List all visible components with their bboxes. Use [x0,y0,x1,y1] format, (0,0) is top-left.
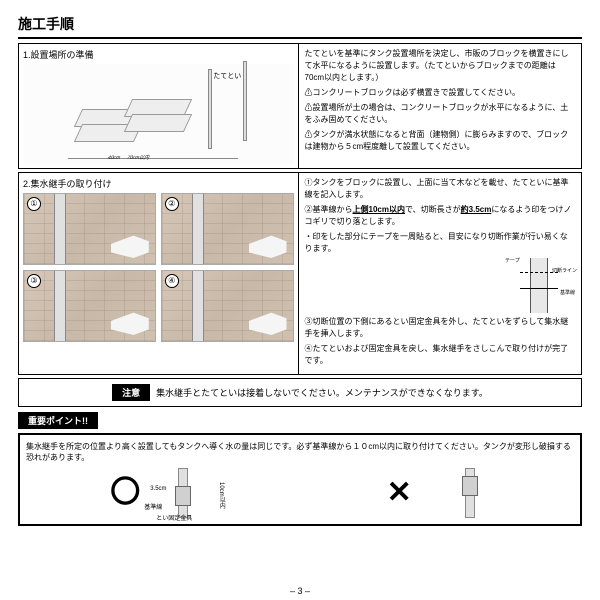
section-2: 2.集水継手の取り付け ① ② ③ ④ ①タンクをブロックに設置し、上面に当て木… [18,172,582,375]
important-text: 集水継手を所定の位置より高く設置してもタンクへ導く水の量は同じです。必ず基準線か… [26,441,574,463]
important-box: 集水継手を所定の位置より高く設置してもタンクへ導く水の量は同じです。必ず基準線か… [18,433,582,526]
page-title: 施工手順 [18,14,582,39]
s2-p3: ・印をした部分にテープを一周貼ると、目安になり切断作業が行い易くなります。 [305,231,576,255]
section-1: 1.設置場所の準備 たてとい 40cm 70cm以内 たてといを基準にタンク設置… [18,43,582,169]
ok-example: 〇 基準線 3.5cm 10cm以内 とい固定金具 [110,468,218,518]
step-photo-3: ③ [23,270,156,342]
placement-diagram: たてとい 40cm 70cm以内 [23,64,294,164]
ng-example: ✕ [387,468,490,518]
s1-p1: たてといを基準にタンク設置場所を決定し、市販のブロックを横置きにして水平になるよ… [305,48,576,84]
step-photo-2: ② [161,193,294,265]
s2-p2: ②基準線から上側10cm以内で、切断長さが約3.5cmになるよう印をつけノコギリ… [305,204,576,228]
caution-tag: 注意 [112,384,150,401]
s2-p4: ③切断位置の下側にあるとい固定金具を外し、たてといをずらして集水継手を挿入します… [305,313,576,340]
s1-w1: ⚠コンクリートブロックは必ず横置きで設置してください。 [305,87,576,99]
s2-p1: ①タンクをブロックに設置し、上面に当て木などを載せ、たてといに基準線を記入します… [305,177,576,201]
section-1-label: 1.設置場所の準備 [23,48,294,61]
ok-symbol: 〇 [110,478,140,508]
s2-p5: ④たてといおよび固定金具を戻し、集水継手をさしこんで取り付けが完了です。 [305,343,576,367]
page-number: – 3 – [0,586,600,596]
caution-text: 集水継手とたてといは接着しないでください。メンテナンスができなくなります。 [156,388,488,398]
step-photo-1: ① [23,193,156,265]
diagram-annotation: たてとい [213,71,241,81]
s1-w3: ⚠タンクが満水状態になると背面（建物側）に膨らみますので、ブロックは建物から５c… [305,129,576,153]
ng-symbol: ✕ [387,478,412,508]
step-photo-4: ④ [161,270,294,342]
important-tag: 重要ポイント!! [18,412,98,429]
cut-diagram: テープ 切断ライン 基準線 [505,258,575,313]
s1-w2: ⚠設置場所が土の場合は、コンクリートブロックが水平になるように、土をふみ固めてく… [305,102,576,126]
section-2-label: 2.集水継手の取り付け [23,177,294,190]
caution-box: 注意集水継手とたてといは接着しないでください。メンテナンスができなくなります。 [18,378,582,407]
